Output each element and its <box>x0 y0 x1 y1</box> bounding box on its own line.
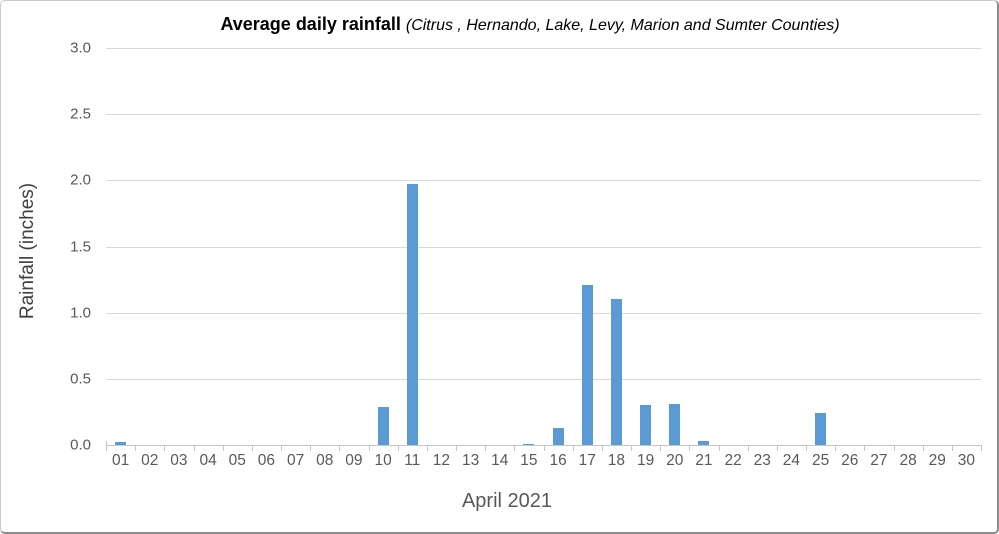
x-axis-line <box>106 445 982 446</box>
x-axis-tick <box>747 445 749 451</box>
x-tick-label: 09 <box>345 452 363 469</box>
x-axis-tick <box>251 445 253 451</box>
x-axis-title: April 2021 <box>461 490 553 512</box>
x-axis-tick <box>893 445 895 451</box>
bar-day-16 <box>552 428 564 445</box>
x-tick-label: 07 <box>286 452 305 469</box>
bar-day-11 <box>406 184 418 445</box>
x-axis-tick <box>164 445 166 451</box>
x-tick-label: 14 <box>491 452 509 469</box>
x-axis-tick <box>951 445 953 451</box>
x-tick-label: 10 <box>374 452 392 469</box>
x-tick-label: 03 <box>170 452 188 469</box>
x-axis-tick <box>718 445 720 451</box>
x-tick-label: 05 <box>228 452 246 469</box>
bar-day-15 <box>523 444 535 445</box>
gridline-3.0 <box>106 48 981 49</box>
x-tick-label: 30 <box>957 452 976 469</box>
chart-title-subtitle: (Citrus , Hernando, Lake, Levy, Marion a… <box>405 17 840 34</box>
x-tick-label: 19 <box>636 452 655 469</box>
x-axis-tick <box>660 445 662 451</box>
x-tick-label: 13 <box>461 452 480 469</box>
x-axis-tick <box>135 445 137 451</box>
x-tick-label: 25 <box>811 452 830 469</box>
gridline-1.0 <box>106 312 981 314</box>
x-tick-label: 01 <box>111 452 130 469</box>
bar-day-21 <box>698 441 710 445</box>
x-axis-tick <box>485 445 487 451</box>
x-axis-tick <box>981 445 982 451</box>
x-axis-tick <box>281 445 282 451</box>
x-tick-label: 16 <box>549 452 567 469</box>
gridline-2.5 <box>106 114 981 116</box>
x-tick-label: 04 <box>199 452 217 469</box>
x-tick-label: 17 <box>578 452 596 469</box>
x-axis-tick <box>222 445 224 451</box>
x-axis-tick <box>456 445 457 451</box>
x-tick-label: 20 <box>666 452 684 469</box>
bar-day-25 <box>815 413 827 445</box>
bar-day-18 <box>610 299 622 445</box>
gridline-2.0 <box>106 180 981 182</box>
y-axis-title: Rainfall (inches) <box>17 182 38 320</box>
bar-day-20 <box>669 404 681 445</box>
x-axis-tick <box>543 445 545 451</box>
x-tick-label: 24 <box>782 452 801 469</box>
x-axis-tick <box>193 445 195 451</box>
x-axis-tick <box>922 445 924 451</box>
x-tick-label: 15 <box>520 452 538 469</box>
y-tick-label: 1.5 <box>70 238 91 255</box>
x-tick-label: 26 <box>841 452 859 469</box>
x-axis-tick <box>310 445 312 451</box>
bar-day-17 <box>581 285 593 445</box>
x-tick-label: 06 <box>257 452 276 469</box>
x-axis-tick <box>106 441 107 451</box>
bar-day-01 <box>115 442 127 445</box>
bar-day-19 <box>640 405 652 445</box>
x-axis-tick <box>426 445 428 451</box>
x-axis-tick <box>631 445 632 451</box>
x-axis-tick <box>397 445 399 451</box>
y-tick-label: 1.0 <box>70 304 91 322</box>
x-axis-tick <box>572 445 574 451</box>
x-tick-label: 29 <box>928 452 946 469</box>
x-axis-tick <box>514 445 516 451</box>
x-tick-label: 22 <box>724 452 742 469</box>
x-axis-tick <box>835 445 837 451</box>
x-tick-label: 21 <box>695 452 713 469</box>
x-axis-tick <box>601 445 603 451</box>
x-axis-tick <box>689 445 691 451</box>
x-axis-tick <box>776 445 778 451</box>
y-tick-label: 2.5 <box>70 105 91 123</box>
x-tick-label: 28 <box>899 452 917 469</box>
gridline-0.5 <box>106 378 981 380</box>
x-axis-tick <box>339 445 341 451</box>
x-tick-label: 02 <box>141 452 159 469</box>
x-tick-label: 12 <box>432 452 451 469</box>
x-tick-label: 11 <box>404 452 421 469</box>
x-axis-tick <box>806 445 807 451</box>
x-tick-label: 08 <box>316 452 334 469</box>
x-tick-label: 18 <box>607 452 626 469</box>
x-axis-tick <box>864 445 866 451</box>
x-tick-label: 23 <box>753 452 771 469</box>
y-tick-label: 3.0 <box>70 39 91 57</box>
y-tick-label: 0.0 <box>70 436 91 454</box>
x-axis-tick <box>368 445 370 451</box>
bar-day-10 <box>377 407 389 445</box>
gridline-1.5 <box>106 246 981 248</box>
y-tick-label: 0.5 <box>70 370 91 388</box>
chart-title: Average daily rainfall (Citrus , Hernando… <box>101 14 959 35</box>
y-tick-label: 2.0 <box>70 171 91 189</box>
x-tick-label: 27 <box>870 452 888 469</box>
chart-title-main: Average daily rainfall <box>220 14 401 34</box>
